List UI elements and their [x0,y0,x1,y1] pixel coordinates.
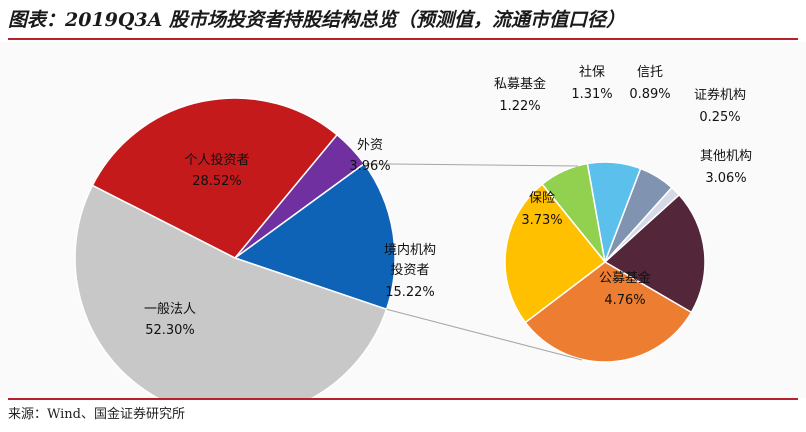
label-domestic-inst: 境内机构 [384,242,436,258]
detail-pie-slice [603,193,706,314]
label-individual: 个人投资者 [184,152,249,168]
detail-pie-slice [504,183,607,324]
label-social-security-value: 1.31% [571,87,612,102]
title-divider [8,38,798,40]
label-general-corp-value: 52.30% [145,323,195,338]
chart-title: 图表：2019Q3A 股市场投资者持股结构总览（预测值，流通市值口径） [8,9,626,31]
label-other-inst-value: 3.06% [705,171,746,186]
label-domestic-inst-value: 15.22% [385,285,435,300]
label-individual-value: 28.52% [192,174,242,189]
footer-divider [8,398,798,400]
main-pie-slice [91,97,339,259]
label-insurance: 保险 [529,191,555,206]
label-foreign: 外资 [357,138,383,153]
label-other-inst: 其他机构 [700,149,752,164]
label-foreign-value: 3.96% [349,159,390,174]
label-public-fund: 公募基金 [599,270,651,286]
label-domestic-inst-cont: 投资者 [390,262,429,278]
connector-line-bottom [386,308,583,361]
label-trust: 信托 [637,65,663,80]
detail-pie-slice [524,261,693,363]
label-private-fund: 私募基金 [494,76,546,92]
label-insurance-value: 3.73% [521,213,562,228]
label-general-corp: 一般法人 [144,301,196,317]
label-public-fund-value: 4.76% [604,293,645,308]
main-pie-slice [74,184,388,398]
label-private-fund-value: 1.22% [499,99,540,114]
chart-panel: 个人投资者 28.52% 外资 3.96% 境内机构投资者 15.22% 一般法人 52.30… [0,42,806,398]
label-securities-inst: 证券机构 [694,87,746,103]
label-trust-value: 0.89% [629,87,670,102]
label-securities-inst-value: 0.25% [699,110,740,125]
main-pie-slice [233,162,396,311]
source-note: 来源：Wind、国金证券研究所 [8,407,185,422]
connector-line-top [364,163,579,167]
label-social-security: 社保 [579,64,605,80]
